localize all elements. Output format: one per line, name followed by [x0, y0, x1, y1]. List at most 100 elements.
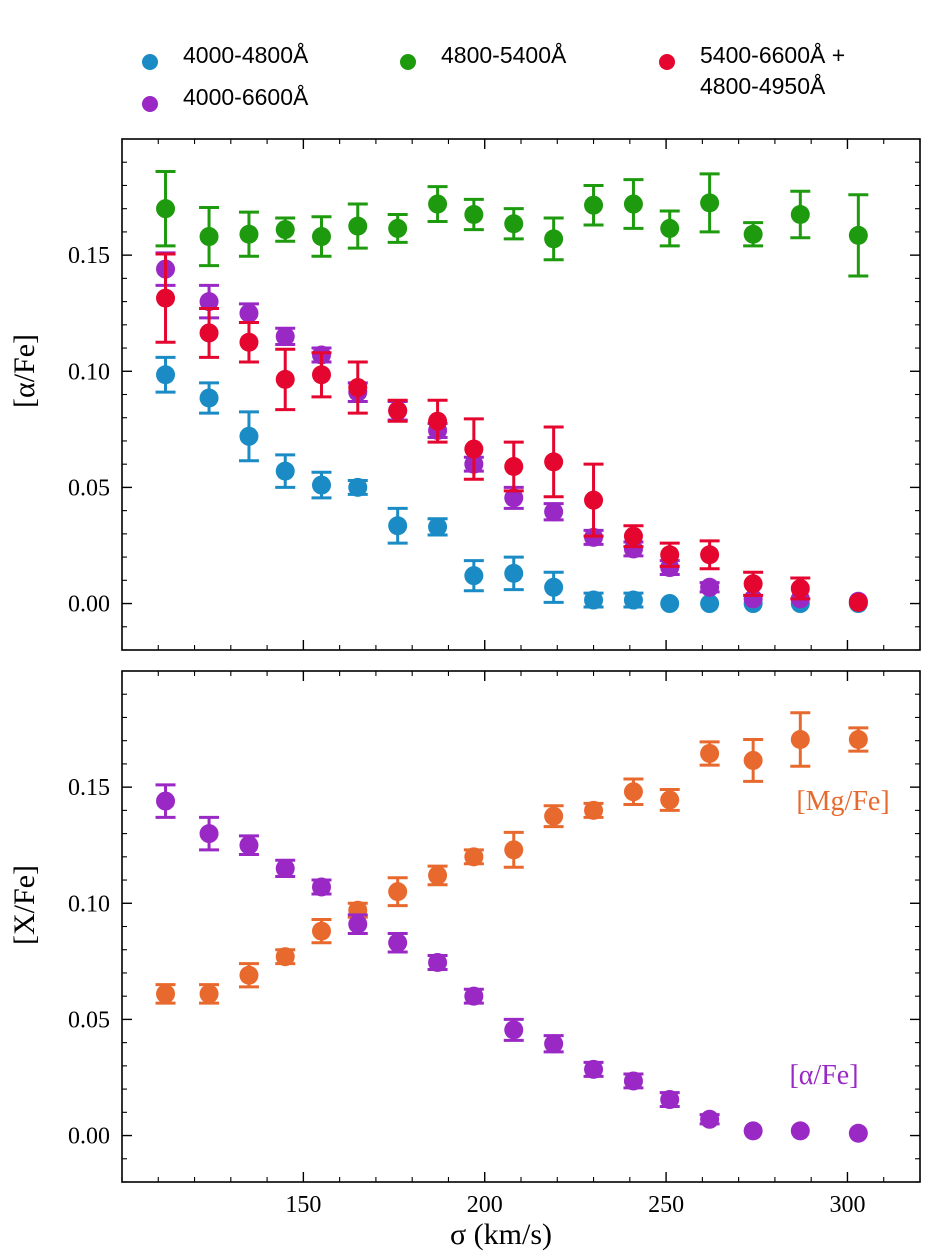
data-point	[199, 292, 219, 312]
y-tick-label: 0.15	[68, 775, 110, 801]
data-point	[156, 984, 176, 1004]
data-point	[504, 563, 524, 583]
data-point	[660, 218, 680, 238]
series-mg-fe	[155, 711, 869, 1005]
legend-marker	[142, 54, 158, 70]
data-point	[623, 194, 643, 214]
data-point	[660, 594, 680, 614]
data-point	[312, 877, 331, 897]
data-point	[848, 730, 868, 750]
data-point	[848, 592, 868, 612]
legend: 4000-4800Å 4800-5400Å 5400-6600Å + 4800-495…	[142, 41, 845, 112]
legend-label: 4800-5400Å	[441, 41, 567, 68]
data-point	[700, 577, 720, 597]
legend-marker	[659, 54, 675, 70]
data-point	[544, 577, 564, 597]
data-point	[348, 477, 368, 497]
data-point	[464, 439, 484, 459]
data-point	[743, 750, 763, 770]
x-tick-label: 250	[648, 1192, 684, 1218]
data-point	[464, 204, 484, 224]
series-5400-6600-4800-4950	[155, 252, 868, 612]
data-point	[388, 882, 408, 902]
data-point	[544, 229, 564, 249]
data-point	[464, 986, 484, 1006]
legend-marker	[400, 54, 416, 70]
data-point	[312, 921, 331, 941]
data-point	[388, 401, 408, 421]
data-point	[428, 517, 448, 537]
data-point	[700, 594, 720, 614]
legend-entry-4800-5400: 4800-5400Å	[400, 41, 567, 70]
data-point	[275, 220, 295, 240]
data-point	[623, 526, 643, 546]
data-point	[199, 984, 219, 1004]
data-point	[388, 218, 408, 238]
x-tick-label: 200	[467, 1192, 503, 1218]
data-point	[504, 214, 524, 234]
data-point	[199, 323, 219, 343]
data-point	[348, 378, 368, 398]
data-point	[504, 488, 524, 508]
legend-label-line2: 4800-4950Å	[700, 72, 826, 99]
data-point	[312, 365, 331, 385]
legend-label: 4000-6600Å	[183, 83, 309, 110]
annotation-alpha-fe: [α/Fe]	[789, 1060, 858, 1091]
data-point	[790, 1121, 810, 1141]
data-point	[428, 411, 448, 431]
data-point	[584, 195, 604, 215]
data-point	[584, 490, 604, 510]
data-point	[660, 1090, 680, 1110]
x-tick-label: 150	[285, 1192, 321, 1218]
data-point	[239, 332, 259, 352]
data-point	[504, 1020, 524, 1040]
data-point	[428, 953, 448, 973]
data-point	[239, 303, 259, 323]
data-point	[623, 1071, 643, 1091]
legend-marker	[142, 96, 158, 112]
data-point	[743, 1121, 763, 1141]
data-point	[544, 806, 564, 826]
y-tick-label: 0.00	[68, 1124, 110, 1150]
data-point	[275, 369, 295, 389]
x-tick-label: 300	[829, 1192, 865, 1218]
data-point	[743, 224, 763, 244]
data-point	[464, 847, 484, 867]
data-point	[348, 914, 368, 934]
data-point	[544, 1034, 564, 1054]
data-point	[428, 194, 448, 214]
data-point	[504, 457, 524, 477]
series-fe	[155, 783, 868, 1143]
data-point	[790, 578, 810, 598]
series-4000-4800	[155, 355, 868, 614]
data-point	[544, 502, 564, 522]
panel-bottom-x-fe: 150 200 250 300 σ (km/s) 0.00 0.05 0.10 0.15 [X/F…	[8, 670, 921, 1251]
data-point	[239, 965, 259, 985]
data-point	[660, 545, 680, 565]
data-point	[700, 193, 720, 213]
data-point	[156, 791, 176, 811]
data-point	[464, 566, 484, 586]
legend-label: 5400-6600Å +	[700, 41, 845, 68]
y-axis-label: [X/Fe]	[8, 865, 41, 945]
data-point	[700, 1109, 720, 1129]
data-point	[156, 288, 176, 308]
y-tick-label: 0.05	[68, 475, 110, 501]
legend-label: 4000-4800Å	[183, 41, 309, 68]
data-point	[584, 1059, 604, 1079]
data-point	[584, 590, 604, 610]
data-point	[388, 933, 408, 953]
annotation-mg-fe: [Mg/Fe]	[796, 786, 889, 817]
data-point	[239, 426, 259, 446]
data-point	[275, 461, 295, 481]
data-point	[848, 1123, 868, 1143]
data-point	[199, 388, 219, 408]
data-point	[312, 227, 331, 247]
data-point	[790, 730, 810, 750]
data-point	[790, 204, 810, 224]
data-point	[199, 227, 219, 247]
data-point	[275, 947, 295, 967]
data-point	[239, 224, 259, 244]
data-point	[239, 835, 259, 855]
